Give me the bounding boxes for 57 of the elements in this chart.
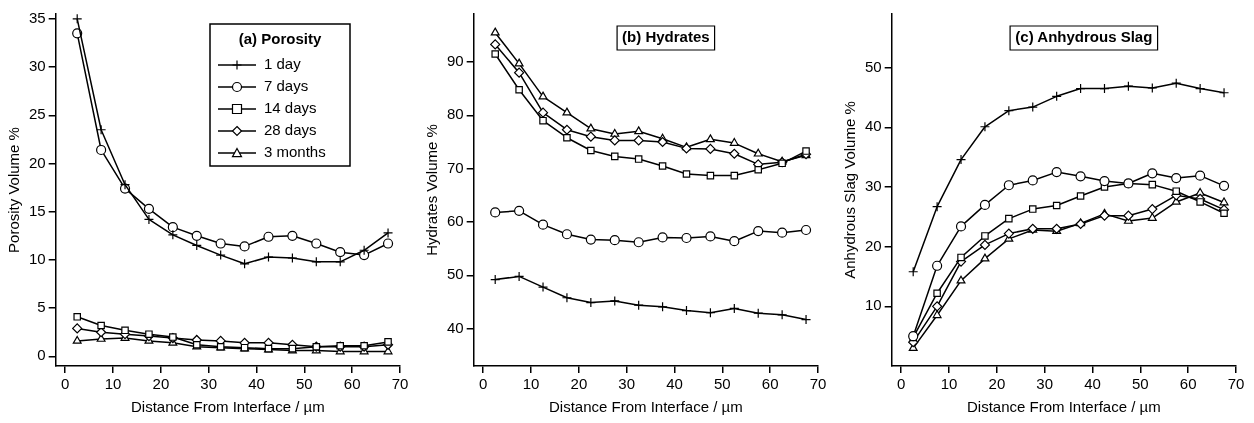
x-tick-label: 0: [479, 375, 488, 393]
y-tick-label: 20: [865, 236, 882, 254]
y-tick-label: 40: [447, 318, 464, 336]
x-tick-label: 50: [714, 375, 731, 393]
x-tick-label: 60: [761, 375, 779, 393]
y-tick-label: 0: [37, 346, 46, 364]
legend-label: 7 days: [264, 77, 309, 95]
x-tick-label: 70: [1227, 375, 1245, 393]
y-axis-title: Anhydrous Slag Volume %: [841, 101, 859, 279]
x-axis-title: Distance From Interface / µm: [548, 398, 743, 416]
legend-label: 1 day: [264, 55, 302, 73]
x-tick-label: 30: [618, 375, 636, 393]
legend-label: 3 months: [264, 143, 326, 161]
text: (c) Anhydrous Slag: [1015, 28, 1153, 46]
y-tick-label: 5: [37, 298, 46, 316]
x-axis-title: Distance From Interface / µm: [966, 398, 1161, 416]
x-tick-label: 0: [897, 375, 906, 393]
x-tick-label: 50: [296, 375, 313, 393]
x-tick-label: 10: [940, 375, 958, 393]
y-tick-label: 15: [29, 201, 46, 219]
x-tick-label: 40: [1084, 375, 1101, 393]
text: (b) Hydrates: [622, 28, 710, 46]
y-axis-title: Porosity Volume %: [5, 127, 23, 253]
y-tick-label: 90: [447, 52, 464, 70]
legend-title: (a) Porosity: [238, 30, 322, 48]
x-tick-label: 30: [200, 375, 218, 393]
y-tick-label: 50: [865, 57, 882, 75]
y-tick-label: 50: [447, 265, 464, 283]
y-tick-label: 10: [29, 250, 46, 268]
x-tick-label: 40: [666, 375, 683, 393]
legend-label: 14 days: [264, 99, 317, 117]
y-tick-label: 40: [865, 117, 882, 135]
x-tick-label: 60: [1179, 375, 1197, 393]
y-tick-label: 60: [447, 212, 464, 230]
x-tick-label: 10: [522, 375, 540, 393]
x-tick-label: 10: [104, 375, 122, 393]
x-tick-label: 20: [152, 375, 170, 393]
x-tick-label: 70: [809, 375, 827, 393]
legend-label: 28 days: [264, 121, 317, 139]
x-tick-label: 40: [248, 375, 265, 393]
x-tick-label: 30: [1036, 375, 1054, 393]
x-tick-label: 0: [61, 375, 70, 393]
y-tick-label: 20: [29, 153, 46, 171]
x-tick-label: 20: [988, 375, 1006, 393]
x-tick-label: 50: [1132, 375, 1149, 393]
x-tick-label: 60: [343, 375, 361, 393]
x-axis-title: Distance From Interface / µm: [130, 398, 325, 416]
y-tick-label: 35: [29, 8, 46, 26]
y-tick-label: 30: [29, 57, 46, 75]
x-tick-label: 70: [391, 375, 409, 393]
x-tick-label: 20: [570, 375, 588, 393]
y-tick-label: 30: [865, 177, 882, 195]
y-axis-title: Hydrates Volume %: [423, 124, 441, 256]
y-tick-label: 80: [447, 105, 464, 123]
y-tick-label: 10: [865, 296, 882, 314]
y-tick-label: 70: [447, 158, 464, 176]
y-tick-label: 25: [29, 105, 46, 123]
